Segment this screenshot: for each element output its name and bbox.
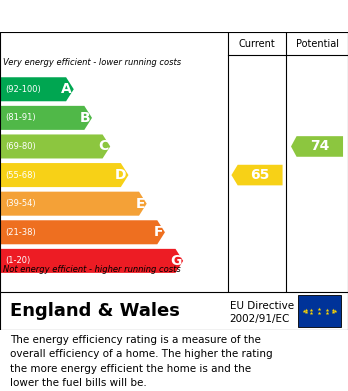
Polygon shape xyxy=(0,192,147,216)
Text: 65: 65 xyxy=(251,168,270,182)
Text: 74: 74 xyxy=(310,140,330,154)
Text: Not energy efficient - higher running costs: Not energy efficient - higher running co… xyxy=(3,265,181,274)
Text: (39-54): (39-54) xyxy=(5,199,36,208)
Text: (1-20): (1-20) xyxy=(5,256,31,265)
Text: 2002/91/EC: 2002/91/EC xyxy=(230,314,290,324)
Text: F: F xyxy=(154,225,163,239)
Polygon shape xyxy=(0,77,74,101)
Polygon shape xyxy=(0,106,92,130)
Text: England & Wales: England & Wales xyxy=(10,302,180,320)
Text: (92-100): (92-100) xyxy=(5,85,41,94)
Polygon shape xyxy=(0,249,183,273)
Text: (21-38): (21-38) xyxy=(5,228,36,237)
Polygon shape xyxy=(0,135,110,158)
Text: C: C xyxy=(98,140,109,154)
Text: B: B xyxy=(80,111,90,125)
Text: The energy efficiency rating is a measure of the
overall efficiency of a home. T: The energy efficiency rating is a measur… xyxy=(10,335,273,388)
Polygon shape xyxy=(0,220,165,244)
Text: G: G xyxy=(170,254,181,268)
Text: (81-91): (81-91) xyxy=(5,113,36,122)
Polygon shape xyxy=(291,136,343,157)
Text: Energy Efficiency Rating: Energy Efficiency Rating xyxy=(10,9,232,23)
Polygon shape xyxy=(0,163,128,187)
Text: Current: Current xyxy=(239,39,275,49)
Text: Very energy efficient - lower running costs: Very energy efficient - lower running co… xyxy=(3,58,182,67)
Text: E: E xyxy=(135,197,145,211)
FancyBboxPatch shape xyxy=(298,295,341,327)
Text: A: A xyxy=(61,82,72,96)
Text: (55-68): (55-68) xyxy=(5,170,36,179)
Text: Potential: Potential xyxy=(295,39,339,49)
Text: (69-80): (69-80) xyxy=(5,142,36,151)
Polygon shape xyxy=(231,165,283,185)
Text: D: D xyxy=(115,168,127,182)
Text: EU Directive: EU Directive xyxy=(230,301,294,312)
